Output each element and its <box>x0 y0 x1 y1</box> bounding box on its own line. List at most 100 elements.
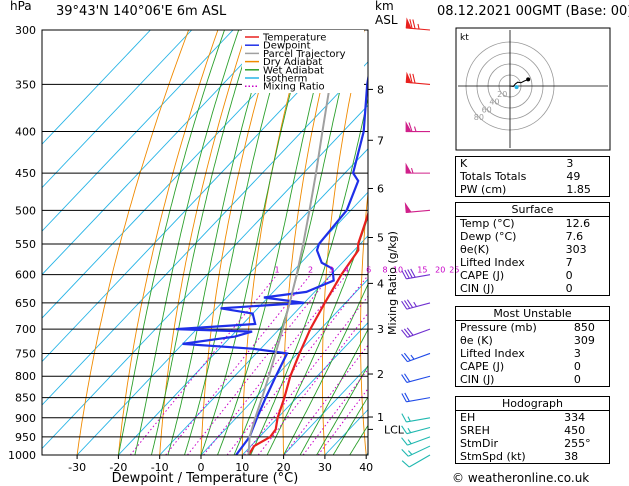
wind-barb-half <box>417 23 420 30</box>
wind-barb <box>401 436 431 446</box>
dry-adiabat-line <box>433 30 452 455</box>
isotherm-line <box>76 148 368 455</box>
hodograph-ring-label: 80 <box>474 113 484 122</box>
pressure-tick-label: 600 <box>15 269 36 282</box>
pressure-tick-label: 350 <box>15 78 36 91</box>
pressure-tick-label: 700 <box>15 323 36 336</box>
isotherm-line <box>42 30 234 232</box>
wind-barb-line <box>401 448 409 457</box>
dry-adiabat-line <box>397 30 422 455</box>
temperature-profile <box>247 211 368 455</box>
wind-barb <box>405 17 431 31</box>
wet-adiabat-line <box>299 328 368 455</box>
index-label: Temp (°C) <box>454 216 562 230</box>
wind-barb <box>404 201 431 213</box>
wind-barb-line <box>401 425 408 434</box>
isotherm-line <box>42 30 316 319</box>
wind-barb-line <box>401 329 408 338</box>
wind-barb-staff <box>406 397 431 403</box>
legend-entry: Isotherm <box>263 74 307 85</box>
index-label: StmDir <box>455 437 561 450</box>
wind-barb-line <box>401 270 407 280</box>
mixing-ratio-label: 20 <box>435 266 445 275</box>
wind-barb <box>401 413 431 423</box>
wind-barb-staff <box>406 417 431 423</box>
wind-barb-line <box>406 299 414 308</box>
index-value: 1.85 <box>562 183 611 197</box>
index-value: 303 <box>561 243 610 256</box>
datetime-title: 08.12.2021 00GMT (Base: 00) <box>437 4 629 19</box>
wind-barb-line <box>410 268 416 278</box>
index-value: 334 <box>560 410 611 424</box>
index-value: 49 <box>562 170 611 183</box>
height-tick-label: 4 <box>377 277 384 290</box>
wind-barb <box>405 162 430 174</box>
mixing-ratio-label: 25 <box>449 266 459 275</box>
height-tick-label: 8 <box>377 83 384 96</box>
index-value: 7 <box>561 256 610 269</box>
wet-adiabat-line <box>184 30 288 455</box>
legend-entry: Mixing Ratio <box>263 82 325 93</box>
index-label: Lifted Index <box>454 256 562 269</box>
wind-barb-line <box>404 269 410 279</box>
hodograph-ring-label: 40 <box>489 98 499 107</box>
height-tick-label: 1 <box>377 411 384 424</box>
wind-barb-half <box>407 450 413 455</box>
temperature-tick-label: 10 <box>235 461 249 474</box>
temperature-tick-label: 20 <box>277 461 291 474</box>
wind-barb-half <box>413 126 417 132</box>
pressure-tick-label: 400 <box>15 126 36 139</box>
wind-barb <box>401 445 431 457</box>
height-unit-label-asl: ASL <box>375 13 398 27</box>
pressure-tick-label: 950 <box>15 431 36 444</box>
temperature-tick-label: -30 <box>68 461 86 474</box>
mixing-ratio-label: 15 <box>417 266 427 275</box>
location-title: 39°43'N 140°06'E 6m ASL <box>56 4 227 19</box>
index-label: θe (K) <box>454 334 570 347</box>
wind-barb-line <box>408 122 413 132</box>
height-tick-label: 5 <box>377 231 384 244</box>
index-label: CIN (J) <box>454 373 570 387</box>
wet-adiabat-line <box>332 395 368 455</box>
isotherm-line <box>241 322 368 455</box>
wind-barb-line <box>401 374 408 383</box>
wind-barbs <box>401 17 431 468</box>
wet-adiabat-line <box>117 30 225 455</box>
hodograph-ring-label: 60 <box>482 105 492 114</box>
index-label: Totals Totals <box>455 170 563 183</box>
wind-barb-half <box>413 301 417 307</box>
isotherm-line <box>42 30 151 145</box>
height-tick-label: 6 <box>377 182 384 195</box>
wind-barb-staff <box>406 302 431 310</box>
wind-barb-flag <box>405 71 412 84</box>
height-tick-label: 3 <box>377 323 384 336</box>
index-label: CAPE (J) <box>454 360 570 373</box>
wind-barb-line <box>403 328 411 337</box>
mixing-ratio-label: 3 <box>329 266 334 275</box>
hodograph-ring-label: 20 <box>497 90 507 99</box>
hodograph-title: Hodograph <box>455 396 610 411</box>
pressure-tick-label: 900 <box>15 412 36 425</box>
wind-barb <box>401 425 431 435</box>
sounding-profiles <box>176 30 368 455</box>
temperature-tick-label: -10 <box>151 461 169 474</box>
index-value: 3 <box>569 347 610 360</box>
wind-barb <box>401 392 431 403</box>
skewt-axes: 1 2 3 4 6 8 10 15 20 2530035040045050055060065070… <box>8 24 459 486</box>
wind-barb-half <box>407 416 411 422</box>
wet-adiabat-line <box>134 30 240 455</box>
storm-motion-marker <box>514 85 519 90</box>
legend-entry: Dewpoint <box>263 41 311 52</box>
dry-adiabat-line <box>282 30 336 455</box>
temperature-tick-label: 30 <box>318 461 332 474</box>
legend-box <box>242 30 364 93</box>
wind-barb <box>405 71 431 85</box>
wind-barb-flag <box>405 17 412 29</box>
wind-barb-line <box>409 19 413 29</box>
pressure-tick-label: 1000 <box>8 449 36 462</box>
mixing-ratio-label: 1 <box>275 266 280 275</box>
hodograph-trace <box>509 78 529 88</box>
wind-barb-line <box>401 353 408 362</box>
wind-barb-staff <box>406 375 431 383</box>
